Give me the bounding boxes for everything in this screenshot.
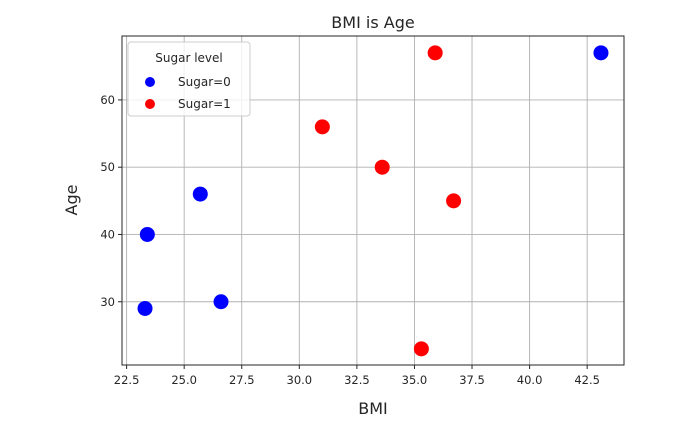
data-point: [446, 193, 462, 209]
legend: Sugar level Sugar=0 Sugar=1: [127, 41, 251, 117]
plot-frame: [121, 35, 625, 366]
y-tick-label: 60: [100, 93, 115, 107]
chart-title: BMI is Age: [331, 13, 414, 32]
x-tick-label: 35.0: [402, 373, 428, 387]
legend-title: Sugar level: [155, 51, 222, 65]
x-tick-label: 40.0: [517, 373, 543, 387]
legend-marker: [145, 77, 155, 87]
data-point: [192, 186, 208, 202]
x-tick-label: 32.5: [344, 373, 370, 387]
data-points: [137, 45, 609, 357]
y-tick-label: 30: [100, 295, 115, 309]
data-point: [139, 226, 155, 242]
x-tick-label: 22.5: [114, 373, 140, 387]
x-axis-label: BMI: [358, 399, 388, 418]
legend-marker: [145, 99, 155, 109]
legend-box: [127, 41, 251, 117]
x-tick-label: 27.5: [229, 373, 255, 387]
data-point: [593, 45, 609, 61]
x-axis: 22.5 25.0 27.5 30.0 32.5 35.0 37.5 40.0 42.5: [114, 365, 600, 387]
x-tick-label: 25.0: [171, 373, 197, 387]
x-tick-label: 30.0: [287, 373, 313, 387]
data-point: [374, 159, 390, 175]
data-point: [314, 119, 330, 135]
data-point: [413, 341, 429, 357]
y-tick-label: 40: [100, 227, 115, 241]
legend-entry-label: Sugar=0: [178, 75, 231, 89]
data-point: [427, 45, 443, 61]
data-point: [213, 294, 229, 310]
x-tick-label: 37.5: [459, 373, 485, 387]
y-axis: 30 40 50 60: [100, 93, 122, 309]
legend-entry-label: Sugar=1: [178, 97, 231, 111]
data-point: [137, 300, 153, 316]
y-tick-label: 50: [100, 160, 115, 174]
x-tick-label: 42.5: [574, 373, 600, 387]
y-axis-label: Age: [62, 185, 81, 216]
